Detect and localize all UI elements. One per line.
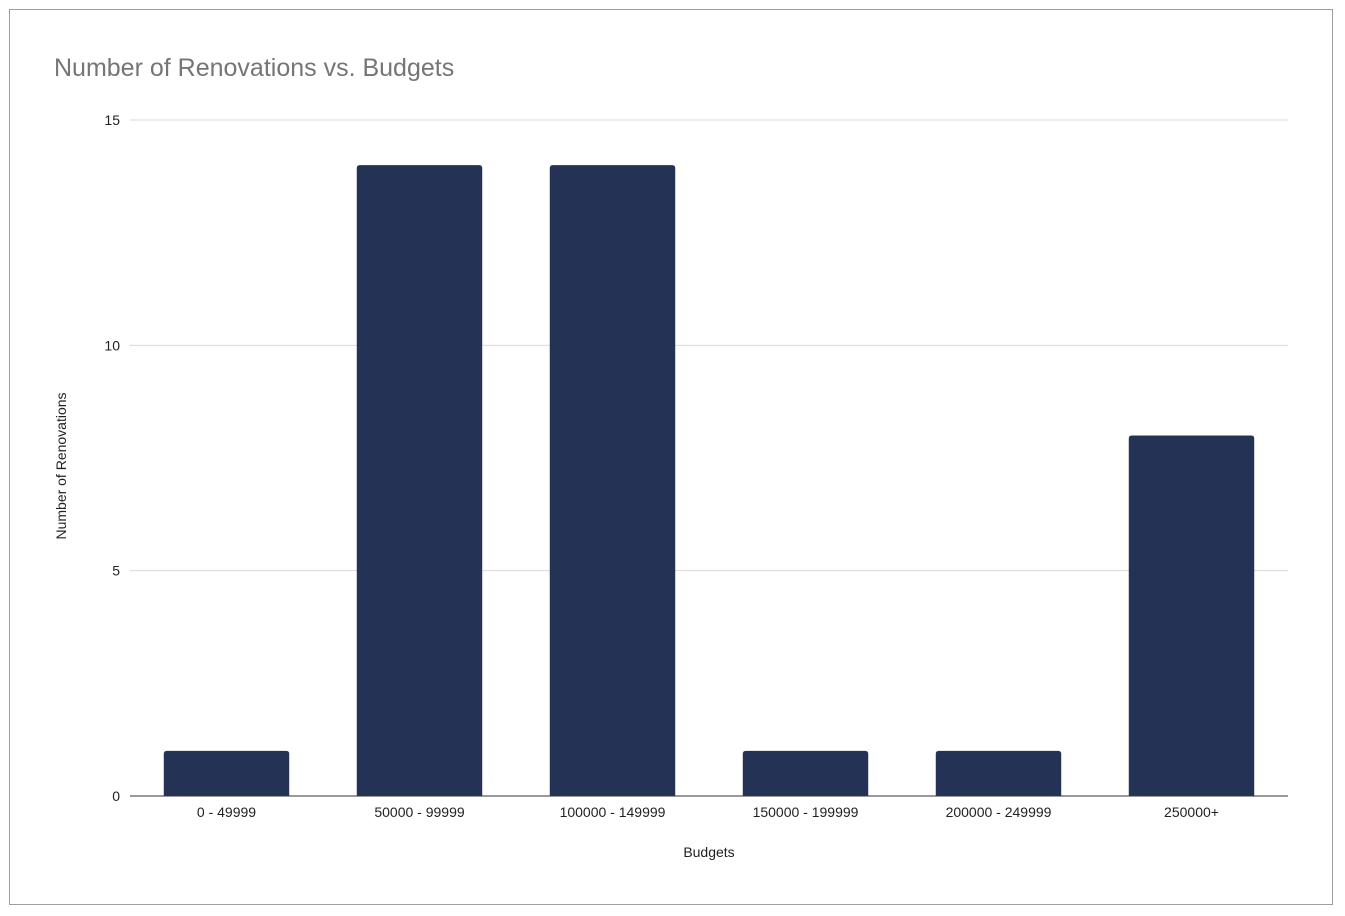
x-tick-label: 50000 - 99999 bbox=[374, 804, 465, 820]
x-tick-label: 100000 - 149999 bbox=[560, 804, 666, 820]
y-axis-label: Number of Renovations bbox=[53, 392, 69, 539]
bars bbox=[163, 165, 1255, 797]
x-tick-label: 200000 - 249999 bbox=[946, 804, 1052, 820]
y-tick-label: 0 bbox=[112, 788, 120, 804]
x-axis-ticks: 0 - 49999 50000 - 99999 100000 - 149999 150… bbox=[197, 804, 1219, 820]
bar-6 bbox=[1128, 435, 1255, 796]
y-axis-ticks: 0 5 10 15 bbox=[104, 112, 120, 804]
bar-1 bbox=[163, 750, 290, 796]
y-tick-label: 15 bbox=[104, 112, 120, 128]
bar-4 bbox=[742, 750, 869, 796]
x-tick-label: 250000+ bbox=[1164, 804, 1219, 820]
y-tick-label: 5 bbox=[112, 563, 120, 579]
bar-2 bbox=[356, 165, 483, 797]
chart-title: Number of Renovations vs. Budgets bbox=[54, 54, 454, 82]
bar-5 bbox=[935, 750, 1062, 796]
x-axis-label: Budgets bbox=[683, 844, 734, 860]
y-tick-label: 10 bbox=[104, 337, 120, 353]
x-tick-label: 150000 - 199999 bbox=[753, 804, 859, 820]
gridlines bbox=[130, 119, 1288, 572]
x-tick-label: 0 - 49999 bbox=[197, 804, 256, 820]
bar-3 bbox=[549, 165, 676, 797]
